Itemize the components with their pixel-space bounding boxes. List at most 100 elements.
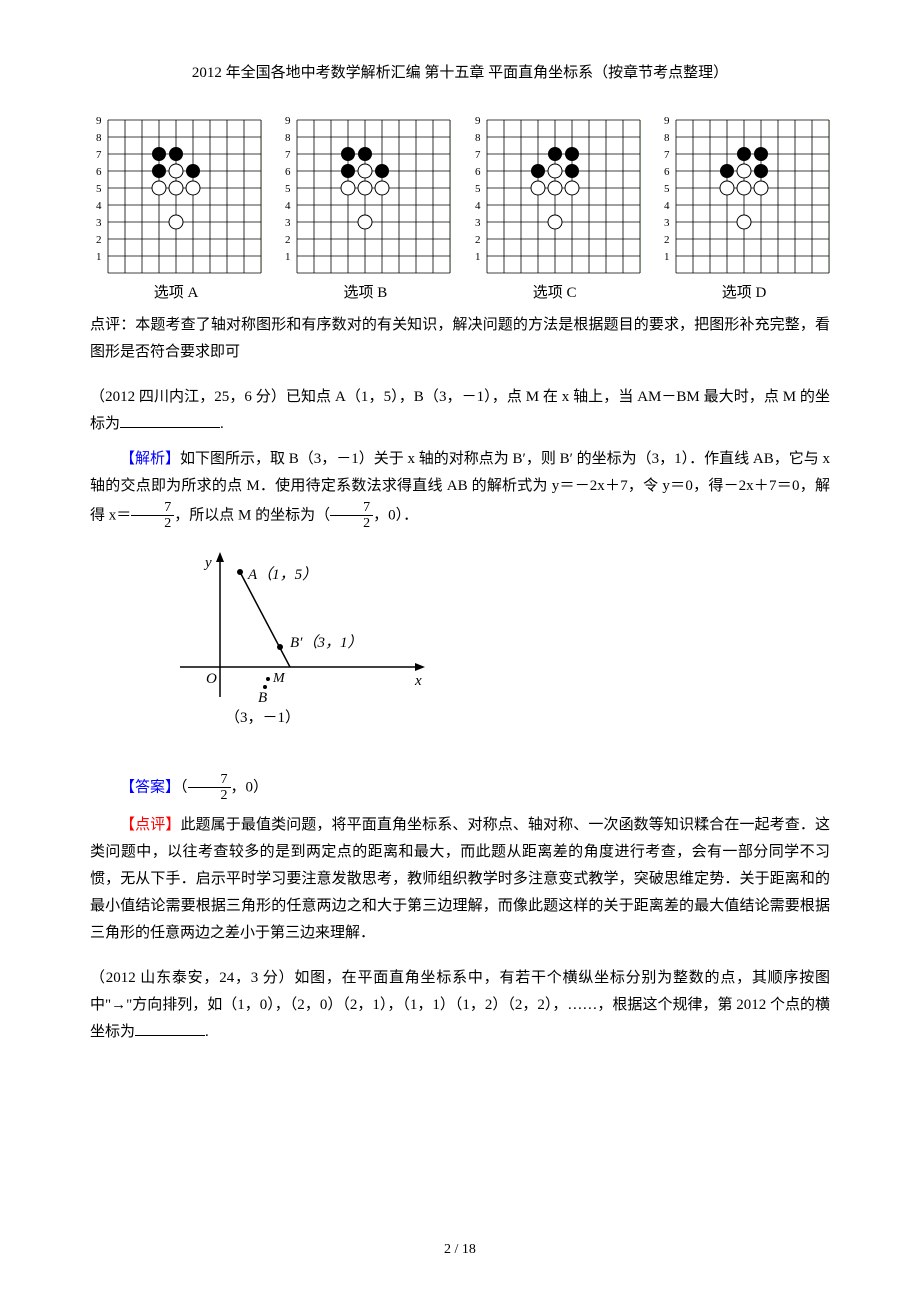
svg-text:0: 0 [484, 276, 490, 277]
review-1: 点评：本题考查了轴对称图形和有序数对的有关知识，解决问题的方法是根据题目的要求，… [90, 312, 830, 366]
svg-text:1: 1 [475, 251, 481, 263]
svg-text:9: 9 [475, 115, 481, 127]
svg-text:1: 1 [285, 251, 291, 263]
fraction-2: 72 [330, 500, 373, 532]
blank-1 [120, 413, 220, 428]
svg-text:1: 1 [501, 276, 507, 277]
fraction-1: 72 [131, 500, 174, 532]
analysis-label: 【解析】 [120, 451, 180, 467]
blank-2 [135, 1021, 205, 1036]
svg-text:6: 6 [664, 166, 670, 178]
svg-text:4: 4 [285, 200, 291, 212]
point-bp-label: B′（3，1） [290, 634, 362, 651]
page-number: 2 / 18 [90, 1237, 830, 1262]
svg-text:2: 2 [707, 276, 713, 277]
answer-open: （ [180, 779, 188, 795]
svg-text:9: 9 [258, 276, 262, 277]
option-a-label: 选项 A [90, 280, 262, 307]
svg-text:5: 5 [475, 183, 481, 195]
point-a-label: A（1，5） [247, 566, 317, 583]
q1-period: . [220, 416, 224, 432]
review-text: 此题属于最值类问题，将平面直角坐标系、对称点、轴对称、一次函数等知识糅合在一起考… [90, 817, 830, 941]
option-d-label: 选项 D [658, 280, 830, 307]
svg-text:6: 6 [475, 166, 481, 178]
svg-text:1: 1 [664, 251, 670, 263]
svg-text:7: 7 [664, 149, 670, 161]
svg-text:6: 6 [207, 276, 213, 277]
svg-text:2: 2 [328, 276, 334, 277]
svg-text:4: 4 [475, 200, 481, 212]
svg-text:9: 9 [637, 276, 641, 277]
option-c-grid: 0112233445566778899 选项 C [469, 112, 641, 307]
svg-text:6: 6 [775, 276, 781, 277]
svg-text:2: 2 [518, 276, 524, 277]
page-header: 2012 年全国各地中考数学解析汇编 第十五章 平面直角坐标系（按章节考点整理） [90, 60, 830, 87]
svg-text:2: 2 [96, 234, 102, 246]
review-label: 【点评】 [120, 817, 180, 833]
svg-text:4: 4 [741, 276, 747, 277]
svg-text:4: 4 [552, 276, 558, 277]
point-b-label: B [258, 690, 267, 706]
svg-text:0: 0 [673, 276, 679, 277]
svg-text:2: 2 [664, 234, 670, 246]
svg-text:4: 4 [362, 276, 368, 277]
svg-text:2: 2 [139, 276, 145, 277]
svg-text:9: 9 [664, 115, 670, 127]
answer-para: 【答案】（72，0） [90, 772, 830, 804]
svg-text:8: 8 [664, 132, 670, 144]
origin-label: O [206, 671, 217, 687]
svg-text:0: 0 [294, 276, 300, 277]
svg-text:5: 5 [190, 276, 196, 277]
svg-text:8: 8 [96, 132, 102, 144]
svg-text:9: 9 [447, 276, 451, 277]
svg-text:8: 8 [620, 276, 626, 277]
svg-text:3: 3 [345, 276, 351, 277]
svg-text:5: 5 [569, 276, 575, 277]
svg-text:0: 0 [105, 276, 111, 277]
svg-text:1: 1 [122, 276, 128, 277]
svg-text:3: 3 [285, 217, 291, 229]
svg-text:3: 3 [664, 217, 670, 229]
svg-text:4: 4 [96, 200, 102, 212]
question-2: （2012 山东泰安，24，3 分）如图，在平面直角坐标系中，有若干个横纵坐标分… [90, 965, 830, 1046]
point-b-coord: （3，－1） [225, 709, 300, 726]
option-b-grid: 0112233445566778899 选项 B [279, 112, 451, 307]
grid-options-row: 0 1 1 2 2 3 3 4 4 5 5 6 6 7 7 8 8 9 9 选项 A 0 1 1 2 2 3 3 4 4 5 5 6 6 7 7… [90, 112, 830, 307]
y-axis-label: y [203, 555, 212, 571]
svg-text:4: 4 [173, 276, 179, 277]
svg-text:2: 2 [475, 234, 481, 246]
answer-close: ，0） [231, 779, 269, 795]
option-d-grid: 0112233445566778899 选项 D [658, 112, 830, 307]
analysis-text-2: ，所以点 M 的坐标为（ [174, 507, 330, 523]
svg-text:7: 7 [285, 149, 291, 161]
svg-text:7: 7 [224, 276, 230, 277]
svg-text:6: 6 [96, 166, 102, 178]
q2-period: . [205, 1024, 209, 1040]
svg-text:7: 7 [792, 276, 798, 277]
svg-text:9: 9 [826, 276, 830, 277]
svg-text:3: 3 [96, 217, 102, 229]
svg-text:5: 5 [664, 183, 670, 195]
analysis-para: 【解析】如下图所示，取 B（3，－1）关于 x 轴的对称点为 B′，则 B′ 的… [90, 446, 830, 532]
option-c-label: 选项 C [469, 280, 641, 307]
svg-text:4: 4 [664, 200, 670, 212]
svg-text:3: 3 [724, 276, 730, 277]
review-para: 【点评】此题属于最值类问题，将平面直角坐标系、对称点、轴对称、一次函数等知识糅合… [90, 812, 830, 947]
svg-text:6: 6 [285, 166, 291, 178]
coordinate-diagram: y x O A（1，5） B′（3，1） M B （3，－1） [170, 547, 830, 757]
svg-text:3: 3 [535, 276, 541, 277]
fraction-3: 72 [188, 772, 231, 804]
svg-text:8: 8 [809, 276, 815, 277]
svg-text:8: 8 [285, 132, 291, 144]
svg-text:6: 6 [586, 276, 592, 277]
svg-text:5: 5 [285, 183, 291, 195]
analysis-text-3: ，0）． [373, 507, 418, 523]
svg-text:3: 3 [156, 276, 162, 277]
question-1: （2012 四川内江，25，6 分）已知点 A（1，5），B（3，－1），点 M… [90, 384, 830, 438]
svg-text:1: 1 [96, 251, 102, 263]
option-a-grid: 0112233445566778899 选项 A [90, 112, 262, 307]
svg-text:5: 5 [96, 183, 102, 195]
svg-text:8: 8 [475, 132, 481, 144]
svg-text:5: 5 [758, 276, 764, 277]
point-m-label: M [272, 671, 286, 686]
